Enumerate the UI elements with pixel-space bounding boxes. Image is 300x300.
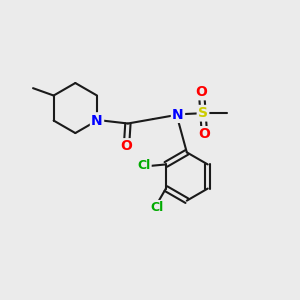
Text: N: N — [172, 108, 184, 122]
Text: O: O — [196, 85, 208, 99]
Text: S: S — [198, 106, 208, 120]
Text: Cl: Cl — [150, 201, 164, 214]
Text: N: N — [91, 114, 103, 128]
Text: Cl: Cl — [137, 159, 150, 172]
Text: O: O — [199, 128, 210, 141]
Text: O: O — [121, 140, 132, 154]
